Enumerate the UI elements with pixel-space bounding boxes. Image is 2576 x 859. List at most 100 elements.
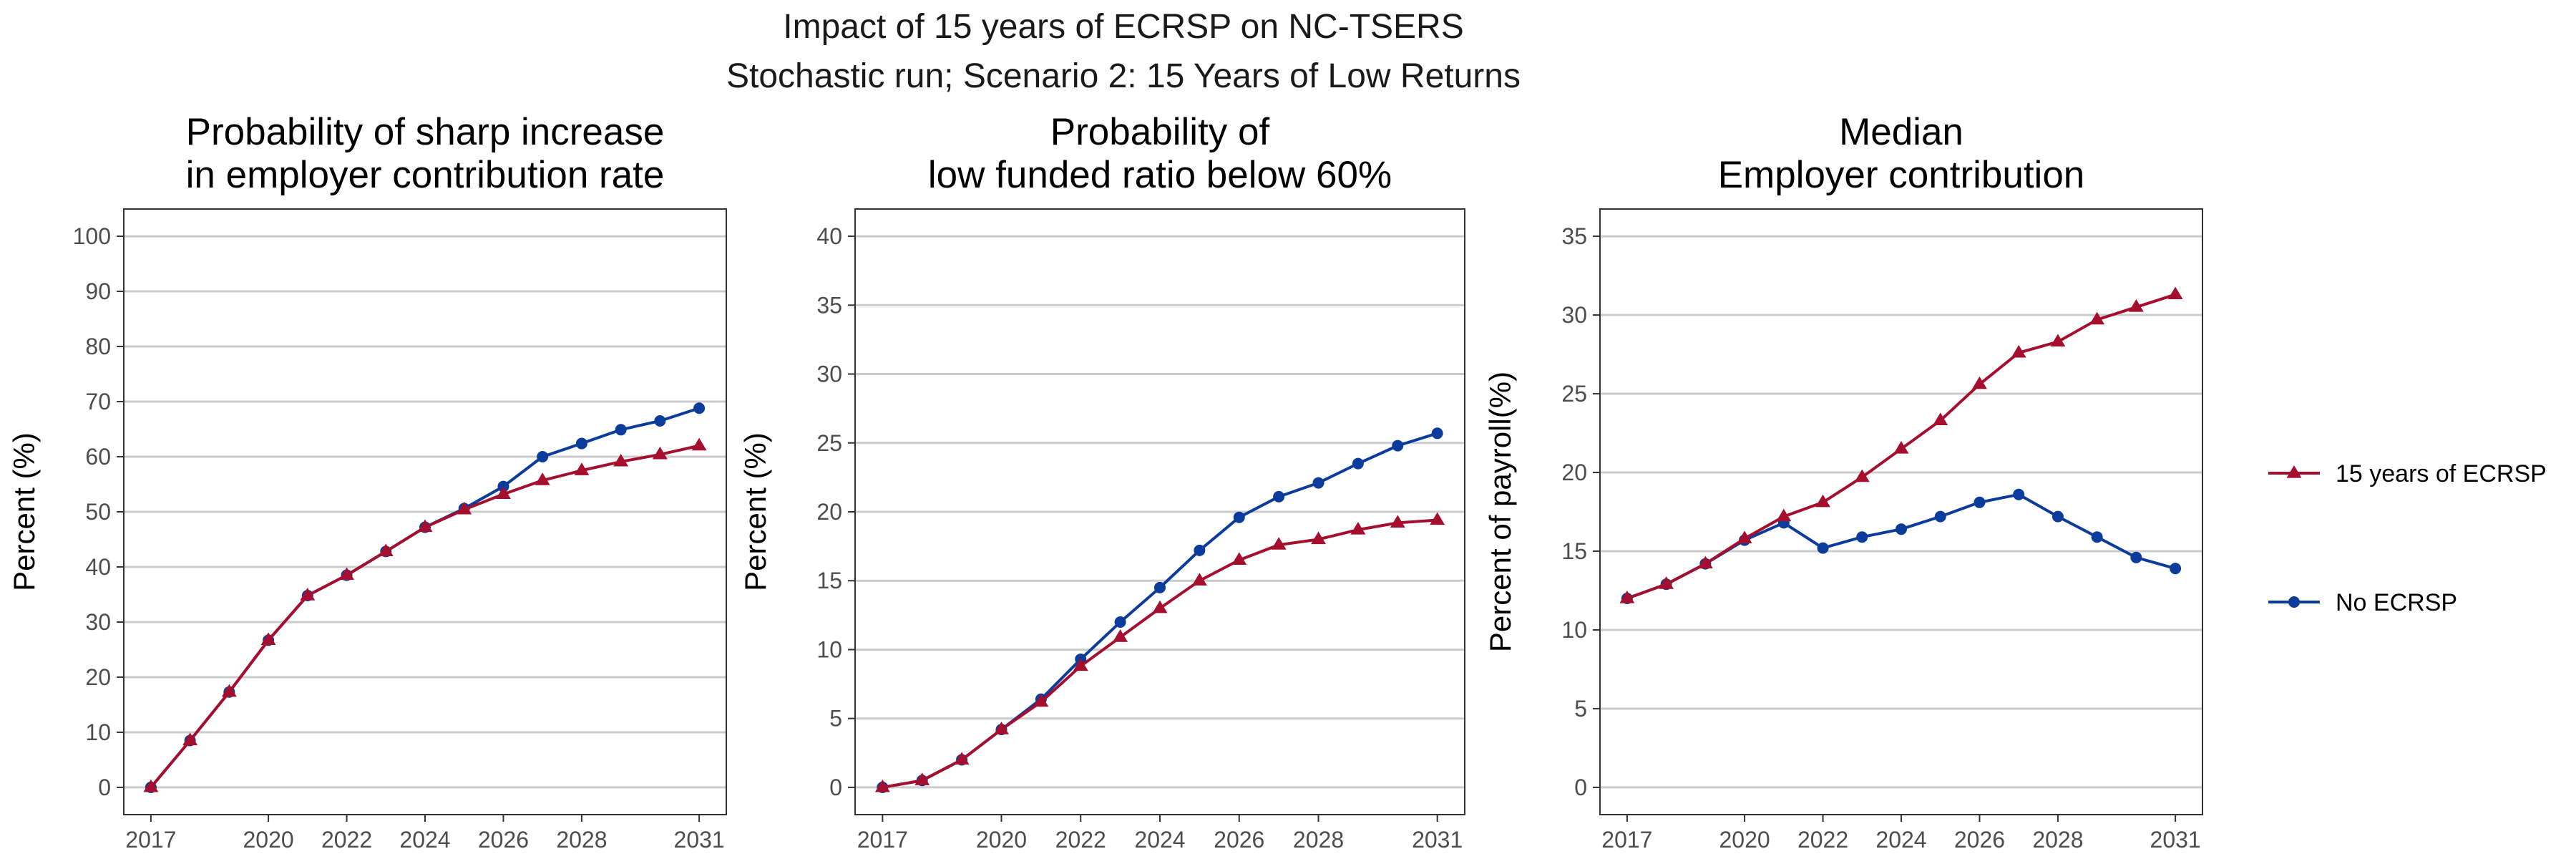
data-point-15-years-of-ecrsp (417, 519, 433, 533)
data-point-15-years-of-ecrsp (2011, 344, 2026, 358)
panel-title: low funded ratio below 60% (928, 154, 1392, 196)
y-tick-label: 80 (85, 334, 111, 359)
x-tick-label: 2022 (1055, 827, 1106, 853)
legend-marker-circle (2288, 596, 2300, 608)
data-point-15-years-of-ecrsp (874, 779, 890, 792)
y-tick-label: 35 (1561, 223, 1587, 249)
data-point-no-ecrsp (615, 424, 627, 436)
data-point-15-years-of-ecrsp (1271, 537, 1287, 550)
legend-marker-triangle (2286, 465, 2302, 478)
data-point-no-ecrsp (1154, 581, 1166, 593)
y-tick-label: 70 (85, 389, 111, 414)
x-tick-label: 2024 (1875, 827, 1926, 853)
x-tick-label: 2031 (674, 827, 725, 853)
figure-subtitle: Stochastic run; Scenario 2: 15 Years of … (726, 57, 1521, 95)
x-tick-label: 2026 (1954, 827, 2005, 853)
x-tick-label: 2022 (321, 827, 372, 853)
data-point-no-ecrsp (654, 414, 666, 427)
data-point-15-years-of-ecrsp (260, 632, 276, 645)
series-line-15-years-of-ecrsp (882, 518, 1438, 789)
data-point-15-years-of-ecrsp (954, 752, 970, 765)
y-tick-label: 5 (1574, 696, 1587, 722)
data-point-no-ecrsp (575, 437, 587, 450)
y-axis-label: Percent of payroll(%) (1483, 372, 1517, 652)
data-point-no-ecrsp (1934, 510, 1946, 523)
data-point-15-years-of-ecrsp (1350, 522, 1366, 535)
x-tick-label: 2020 (243, 827, 293, 853)
data-point-15-years-of-ecrsp (1619, 590, 1635, 603)
x-tick-label: 2026 (1214, 827, 1264, 853)
x-tick-label: 2020 (1719, 827, 1770, 853)
y-tick-label: 25 (1561, 381, 1587, 407)
y-axis-label: Percent (%) (7, 432, 41, 591)
y-tick-label: 0 (829, 775, 842, 800)
panel-title: Employer contribution (1718, 154, 2085, 196)
data-point-15-years-of-ecrsp (2167, 286, 2183, 300)
data-point-no-ecrsp (2013, 488, 2025, 500)
data-point-15-years-of-ecrsp (1390, 515, 1405, 528)
y-tick-label: 100 (73, 223, 111, 249)
panel-title: Probability of (1050, 111, 1270, 153)
y-tick-label: 40 (816, 223, 842, 249)
data-point-15-years-of-ecrsp (1854, 469, 1870, 482)
data-point-15-years-of-ecrsp (2089, 311, 2105, 325)
panel-title: in employer contribution rate (186, 154, 665, 196)
figure-title: Impact of 15 years of ECRSP on NC-TSERS (783, 8, 1463, 46)
x-tick-label: 2022 (1797, 827, 1848, 853)
panel-title: Median (1839, 111, 1963, 153)
x-tick-label: 2031 (1412, 827, 1463, 853)
data-point-15-years-of-ecrsp (1311, 531, 1326, 545)
legend-item-15-years-of-ecrsp: 15 years of ECRSP (2268, 460, 2547, 487)
series-line-no-ecrsp (1626, 492, 2176, 600)
y-tick-label: 60 (85, 444, 111, 470)
y-tick-label: 90 (85, 278, 111, 304)
legend-label: No ECRSP (2336, 589, 2457, 616)
y-tick-label: 30 (816, 361, 842, 387)
data-point-15-years-of-ecrsp (496, 486, 511, 499)
data-point-15-years-of-ecrsp (574, 462, 590, 475)
y-tick-label: 40 (85, 554, 111, 580)
data-point-no-ecrsp (1896, 523, 1907, 535)
data-point-15-years-of-ecrsp (221, 684, 237, 697)
data-point-no-ecrsp (1817, 542, 1829, 554)
series-line-15-years-of-ecrsp (150, 444, 700, 789)
data-point-no-ecrsp (537, 451, 549, 463)
data-point-15-years-of-ecrsp (1697, 555, 1713, 569)
panel-border (123, 208, 727, 815)
y-tick-label: 0 (98, 775, 111, 800)
panel-border (1599, 208, 2203, 815)
data-point-15-years-of-ecrsp (339, 567, 354, 581)
data-point-no-ecrsp (1431, 427, 1443, 440)
data-point-no-ecrsp (2051, 510, 2064, 523)
data-point-no-ecrsp (1352, 457, 1364, 470)
y-tick-label: 15 (1561, 538, 1587, 564)
data-point-15-years-of-ecrsp (1231, 552, 1247, 565)
y-tick-label: 10 (1561, 617, 1587, 643)
data-point-15-years-of-ecrsp (914, 772, 930, 785)
data-point-no-ecrsp (2091, 531, 2103, 543)
legend-item-no-ecrsp: No ECRSP (2268, 589, 2457, 616)
data-point-no-ecrsp (1392, 440, 1404, 452)
data-point-no-ecrsp (2170, 563, 2182, 575)
data-point-15-years-of-ecrsp (182, 732, 198, 746)
y-tick-label: 20 (816, 499, 842, 525)
data-point-15-years-of-ecrsp (1113, 629, 1128, 642)
data-point-no-ecrsp (1856, 531, 1868, 543)
data-point-15-years-of-ecrsp (691, 437, 707, 451)
data-point-no-ecrsp (1233, 511, 1245, 523)
y-tick-label: 0 (1574, 775, 1587, 800)
data-point-15-years-of-ecrsp (1933, 412, 1948, 426)
data-point-15-years-of-ecrsp (1893, 441, 1909, 454)
x-tick-label: 2017 (857, 827, 908, 853)
x-tick-label: 2026 (478, 827, 529, 853)
data-point-15-years-of-ecrsp (2050, 334, 2066, 347)
y-tick-label: 5 (829, 706, 842, 732)
x-tick-label: 2017 (1601, 827, 1652, 853)
x-tick-label: 2024 (1134, 827, 1185, 853)
data-point-15-years-of-ecrsp (994, 722, 1009, 734)
data-point-no-ecrsp (1194, 544, 1206, 556)
y-tick-label: 30 (85, 609, 111, 635)
x-tick-label: 2031 (2150, 827, 2201, 853)
